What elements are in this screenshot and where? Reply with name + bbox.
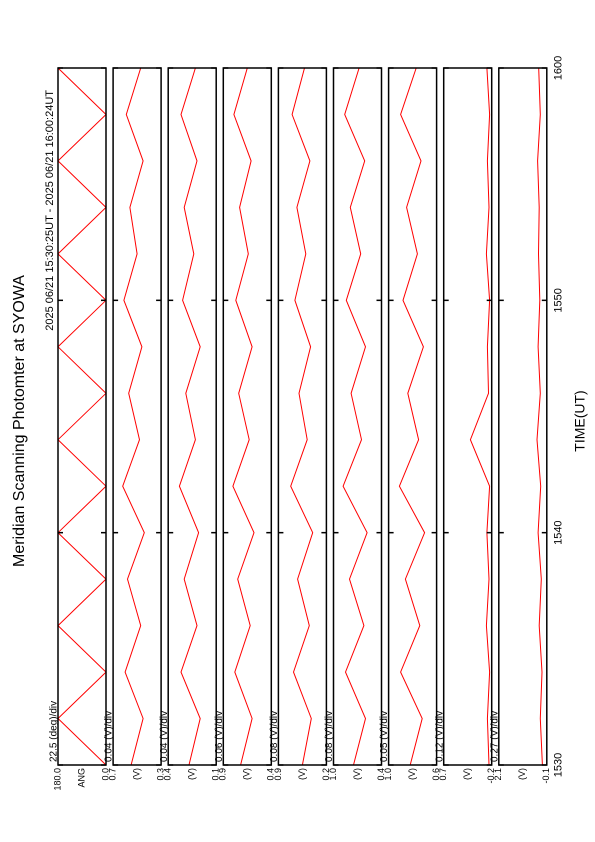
panel-annotation: 0.04 (V)/div xyxy=(104,711,115,762)
panel-label: ANG xyxy=(76,768,86,788)
data-line xyxy=(290,67,314,766)
data-line xyxy=(469,67,491,766)
y-tick-label: 0.9 xyxy=(273,768,283,781)
data-line xyxy=(232,67,255,766)
panel-label: (V) xyxy=(352,768,362,780)
y-tick-label: 0.7 xyxy=(107,768,117,781)
y-tick-label: 1.0 xyxy=(383,768,393,781)
y-tick-label: 0.2 xyxy=(321,768,331,781)
rotated-plot: Meridian Scanning Photomter at SYOWA 2025… xyxy=(11,56,587,791)
panel-annotation: 0.04 (V)/div xyxy=(159,711,170,762)
x-tick-label: 1530 xyxy=(553,753,565,777)
y-tick-label: -0.2 xyxy=(486,768,496,784)
panel-frame xyxy=(112,67,162,766)
x-axis-label: TIME(UT) xyxy=(572,390,588,451)
panel-frame xyxy=(167,67,217,766)
y-tick-label: 0.1 xyxy=(211,768,221,781)
data-line xyxy=(342,67,368,766)
panel-annotation: 22.5 (deg)/div xyxy=(49,701,60,762)
y-tick-label: 0.9 xyxy=(218,768,228,781)
y-tick-label: 0.6 xyxy=(431,768,441,781)
y-tick-label: -0.1 xyxy=(541,768,551,784)
panel-annotation: 0.27 (V)/div xyxy=(489,711,500,762)
panel-label: (V) xyxy=(187,768,197,780)
panel-label: (V) xyxy=(297,768,307,780)
panel-annotation: 0.08 (V)/div xyxy=(269,711,280,762)
panel-frame xyxy=(57,67,107,766)
panel-annotation: 0.05 (V)/div xyxy=(379,711,390,762)
panel-frame xyxy=(332,67,383,766)
panel-label: (V) xyxy=(462,768,472,780)
data-line xyxy=(178,67,201,766)
data-line xyxy=(398,67,426,766)
y-tick-label: 0.4 xyxy=(376,768,386,781)
panel-frame xyxy=(277,67,328,766)
panel-frame xyxy=(498,67,548,766)
panel-label: (V) xyxy=(517,768,527,780)
y-tick-label: 2.1 xyxy=(493,768,503,781)
panel-label: (V) xyxy=(407,768,417,780)
x-tick-label: 1540 xyxy=(553,520,565,544)
y-tick-label: 0.3 xyxy=(155,768,165,781)
y-tick-label: 1.0 xyxy=(328,768,338,781)
panel-frame xyxy=(387,67,438,766)
x-tick-label: 1600 xyxy=(553,56,565,80)
panel-annotation: 0.08 (V)/div xyxy=(324,711,335,762)
y-tick-label: 0.4 xyxy=(163,768,173,781)
panel-frame xyxy=(442,67,493,766)
panel-frame xyxy=(222,67,273,766)
panel-label: (V) xyxy=(131,768,141,780)
y-tick-label: 0.7 xyxy=(438,768,448,781)
x-tick-label: 1550 xyxy=(553,288,565,312)
panel-annotation: 0.06 (V)/div xyxy=(214,711,225,762)
data-line xyxy=(122,67,145,766)
panel-label: (V) xyxy=(242,768,252,780)
chart-title: Meridian Scanning Photomter at SYOWA xyxy=(11,275,28,567)
y-tick-label: 0.0 xyxy=(100,768,110,781)
data-line xyxy=(536,67,543,766)
data-line xyxy=(57,67,107,766)
panel-annotation: 0.12 (V)/div xyxy=(434,711,445,762)
y-tick-label: 180.0 xyxy=(52,768,62,791)
y-tick-label: 0.4 xyxy=(266,768,276,781)
chart-subtitle: 2025 06/21 15:30:25UT - 2025 06/21 16:00… xyxy=(44,90,56,331)
